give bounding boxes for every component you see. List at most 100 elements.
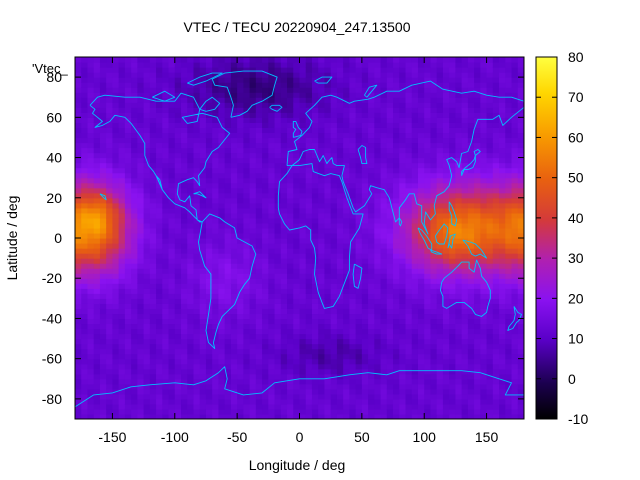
heatmap-cell — [480, 308, 488, 315]
heatmap-cell — [249, 353, 257, 360]
heatmap-cell — [243, 92, 251, 98]
heatmap-cell — [181, 112, 188, 118]
heatmap-cell — [411, 122, 419, 128]
heatmap-cell — [255, 318, 263, 325]
heatmap-cell — [467, 217, 475, 224]
heatmap-cell — [411, 238, 419, 244]
heatmap-cell — [218, 112, 226, 118]
heatmap-cell — [411, 293, 419, 299]
heatmap-cell — [355, 157, 363, 164]
heatmap-cell — [343, 288, 350, 294]
heatmap-cell — [199, 202, 207, 209]
heatmap-cell — [355, 202, 363, 209]
heatmap-cell — [299, 343, 307, 350]
heatmap-cell — [474, 127, 481, 134]
heatmap-cell — [461, 358, 469, 365]
heatmap-cell — [87, 353, 95, 360]
heatmap-cell — [305, 147, 313, 154]
heatmap-cell — [405, 227, 413, 234]
heatmap-cell — [368, 373, 375, 380]
heatmap-cell — [311, 323, 319, 330]
heatmap-cell — [106, 258, 114, 264]
heatmap-cell — [293, 207, 301, 214]
heatmap-cell — [424, 207, 432, 214]
heatmap-cell — [224, 393, 232, 400]
heatmap-cell — [218, 323, 226, 330]
heatmap-cell — [243, 258, 251, 264]
heatmap-cell — [143, 122, 151, 128]
heatmap-cell — [499, 393, 506, 400]
heatmap-cell — [199, 77, 207, 83]
heatmap-cell — [492, 202, 500, 209]
heatmap-cell — [137, 413, 145, 419]
heatmap-cell — [75, 87, 82, 93]
heatmap-cell — [486, 207, 494, 214]
heatmap-cell — [405, 117, 413, 123]
heatmap-cell — [237, 107, 244, 113]
heatmap-cell — [405, 273, 413, 279]
heatmap-cell — [449, 147, 457, 154]
heatmap-cell — [480, 212, 488, 219]
heatmap-cell — [280, 373, 288, 380]
heatmap-cell — [424, 393, 432, 400]
heatmap-cell — [349, 378, 357, 385]
heatmap-cell — [499, 107, 506, 113]
heatmap-cell — [467, 263, 475, 269]
heatmap-cell — [131, 137, 138, 144]
heatmap-cell — [193, 298, 201, 304]
heatmap-cell — [268, 132, 276, 139]
heatmap-cell — [374, 403, 382, 410]
heatmap-cell — [218, 348, 226, 355]
heatmap-cell — [386, 157, 394, 164]
heatmap-cell — [343, 368, 350, 375]
heatmap-cell — [262, 328, 269, 335]
heatmap-cell — [81, 398, 89, 405]
heatmap-cell — [424, 222, 432, 229]
heatmap-cell — [268, 207, 276, 214]
heatmap-cell — [480, 348, 488, 355]
heatmap-cell — [131, 278, 138, 284]
heatmap-cell — [187, 398, 195, 405]
heatmap-cell — [486, 67, 494, 73]
heatmap-cell — [436, 268, 444, 274]
heatmap-cell — [212, 323, 220, 330]
heatmap-cell — [368, 243, 375, 249]
heatmap-cell — [492, 293, 500, 299]
heatmap-cell — [131, 263, 138, 269]
heatmap-cell — [187, 212, 195, 219]
heatmap-cell — [174, 227, 182, 234]
heatmap-cell — [156, 383, 163, 390]
heatmap-cell — [380, 92, 388, 98]
heatmap-cell — [255, 97, 263, 103]
heatmap-cell — [255, 393, 263, 400]
heatmap-cell — [87, 67, 95, 73]
heatmap-cell — [349, 363, 357, 370]
heatmap-cell — [318, 343, 326, 350]
heatmap-cell — [399, 207, 407, 214]
heatmap-cell — [168, 313, 176, 320]
heatmap-cell — [336, 343, 344, 350]
heatmap-cell — [449, 152, 457, 159]
heatmap-cell — [499, 92, 506, 98]
heatmap-cell — [349, 152, 357, 159]
heatmap-cell — [224, 333, 232, 340]
heatmap-cell — [143, 383, 151, 390]
heatmap-cell — [118, 187, 126, 194]
heatmap-cell — [318, 192, 326, 199]
heatmap-cell — [268, 238, 276, 244]
heatmap-cell — [93, 408, 101, 415]
heatmap-cell — [336, 298, 344, 304]
heatmap-cell — [187, 92, 195, 98]
heatmap-cell — [93, 187, 101, 194]
heatmap-cell — [368, 67, 375, 73]
heatmap-cell — [93, 273, 101, 279]
heatmap-cell — [243, 373, 251, 380]
heatmap-cell — [205, 283, 213, 289]
heatmap-cell — [430, 258, 438, 264]
heatmap-cell — [467, 383, 475, 390]
heatmap-cell — [230, 137, 238, 144]
heatmap-cell — [99, 182, 107, 189]
heatmap-cell — [492, 192, 500, 199]
heatmap-cell — [205, 167, 213, 174]
heatmap-cell — [424, 343, 432, 350]
